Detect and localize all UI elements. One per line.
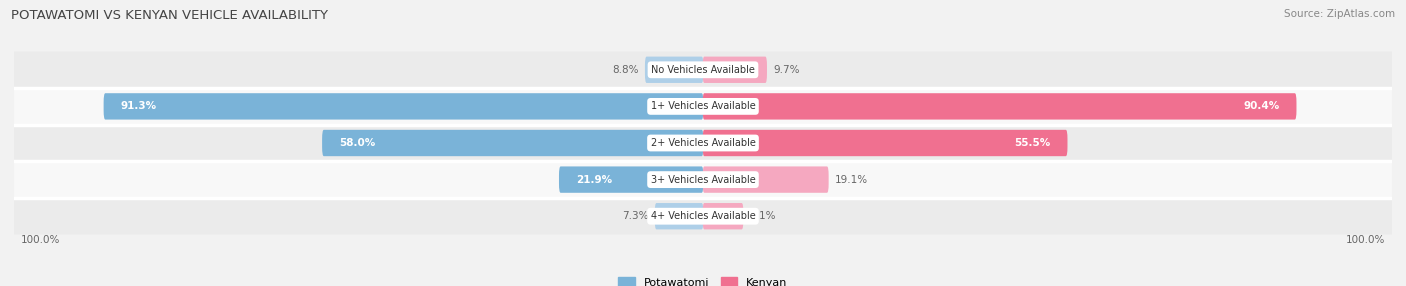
Text: Source: ZipAtlas.com: Source: ZipAtlas.com bbox=[1284, 9, 1395, 19]
FancyBboxPatch shape bbox=[104, 93, 703, 120]
FancyBboxPatch shape bbox=[322, 130, 703, 156]
Text: 100.0%: 100.0% bbox=[21, 235, 60, 245]
FancyBboxPatch shape bbox=[703, 57, 768, 83]
FancyBboxPatch shape bbox=[14, 161, 1392, 198]
FancyBboxPatch shape bbox=[703, 93, 1296, 120]
FancyBboxPatch shape bbox=[703, 166, 828, 193]
FancyBboxPatch shape bbox=[703, 203, 744, 229]
FancyBboxPatch shape bbox=[560, 166, 703, 193]
FancyBboxPatch shape bbox=[655, 203, 703, 229]
Text: 7.3%: 7.3% bbox=[621, 211, 648, 221]
FancyBboxPatch shape bbox=[703, 130, 1067, 156]
FancyBboxPatch shape bbox=[14, 125, 1392, 161]
FancyBboxPatch shape bbox=[14, 198, 1392, 235]
Text: 9.7%: 9.7% bbox=[773, 65, 800, 75]
Text: POTAWATOMI VS KENYAN VEHICLE AVAILABILITY: POTAWATOMI VS KENYAN VEHICLE AVAILABILIT… bbox=[11, 9, 328, 21]
Text: 58.0%: 58.0% bbox=[339, 138, 375, 148]
FancyBboxPatch shape bbox=[14, 51, 1392, 88]
Text: 90.4%: 90.4% bbox=[1243, 102, 1279, 111]
Text: 21.9%: 21.9% bbox=[575, 175, 612, 184]
Text: No Vehicles Available: No Vehicles Available bbox=[651, 65, 755, 75]
Text: 100.0%: 100.0% bbox=[1346, 235, 1385, 245]
Text: 19.1%: 19.1% bbox=[835, 175, 868, 184]
Text: 91.3%: 91.3% bbox=[121, 102, 156, 111]
Text: 1+ Vehicles Available: 1+ Vehicles Available bbox=[651, 102, 755, 111]
Text: 8.8%: 8.8% bbox=[612, 65, 638, 75]
FancyBboxPatch shape bbox=[14, 88, 1392, 125]
Text: 6.1%: 6.1% bbox=[749, 211, 776, 221]
FancyBboxPatch shape bbox=[645, 57, 703, 83]
Text: 2+ Vehicles Available: 2+ Vehicles Available bbox=[651, 138, 755, 148]
Text: 4+ Vehicles Available: 4+ Vehicles Available bbox=[651, 211, 755, 221]
Legend: Potawatomi, Kenyan: Potawatomi, Kenyan bbox=[619, 277, 787, 286]
Text: 3+ Vehicles Available: 3+ Vehicles Available bbox=[651, 175, 755, 184]
Text: 55.5%: 55.5% bbox=[1015, 138, 1050, 148]
